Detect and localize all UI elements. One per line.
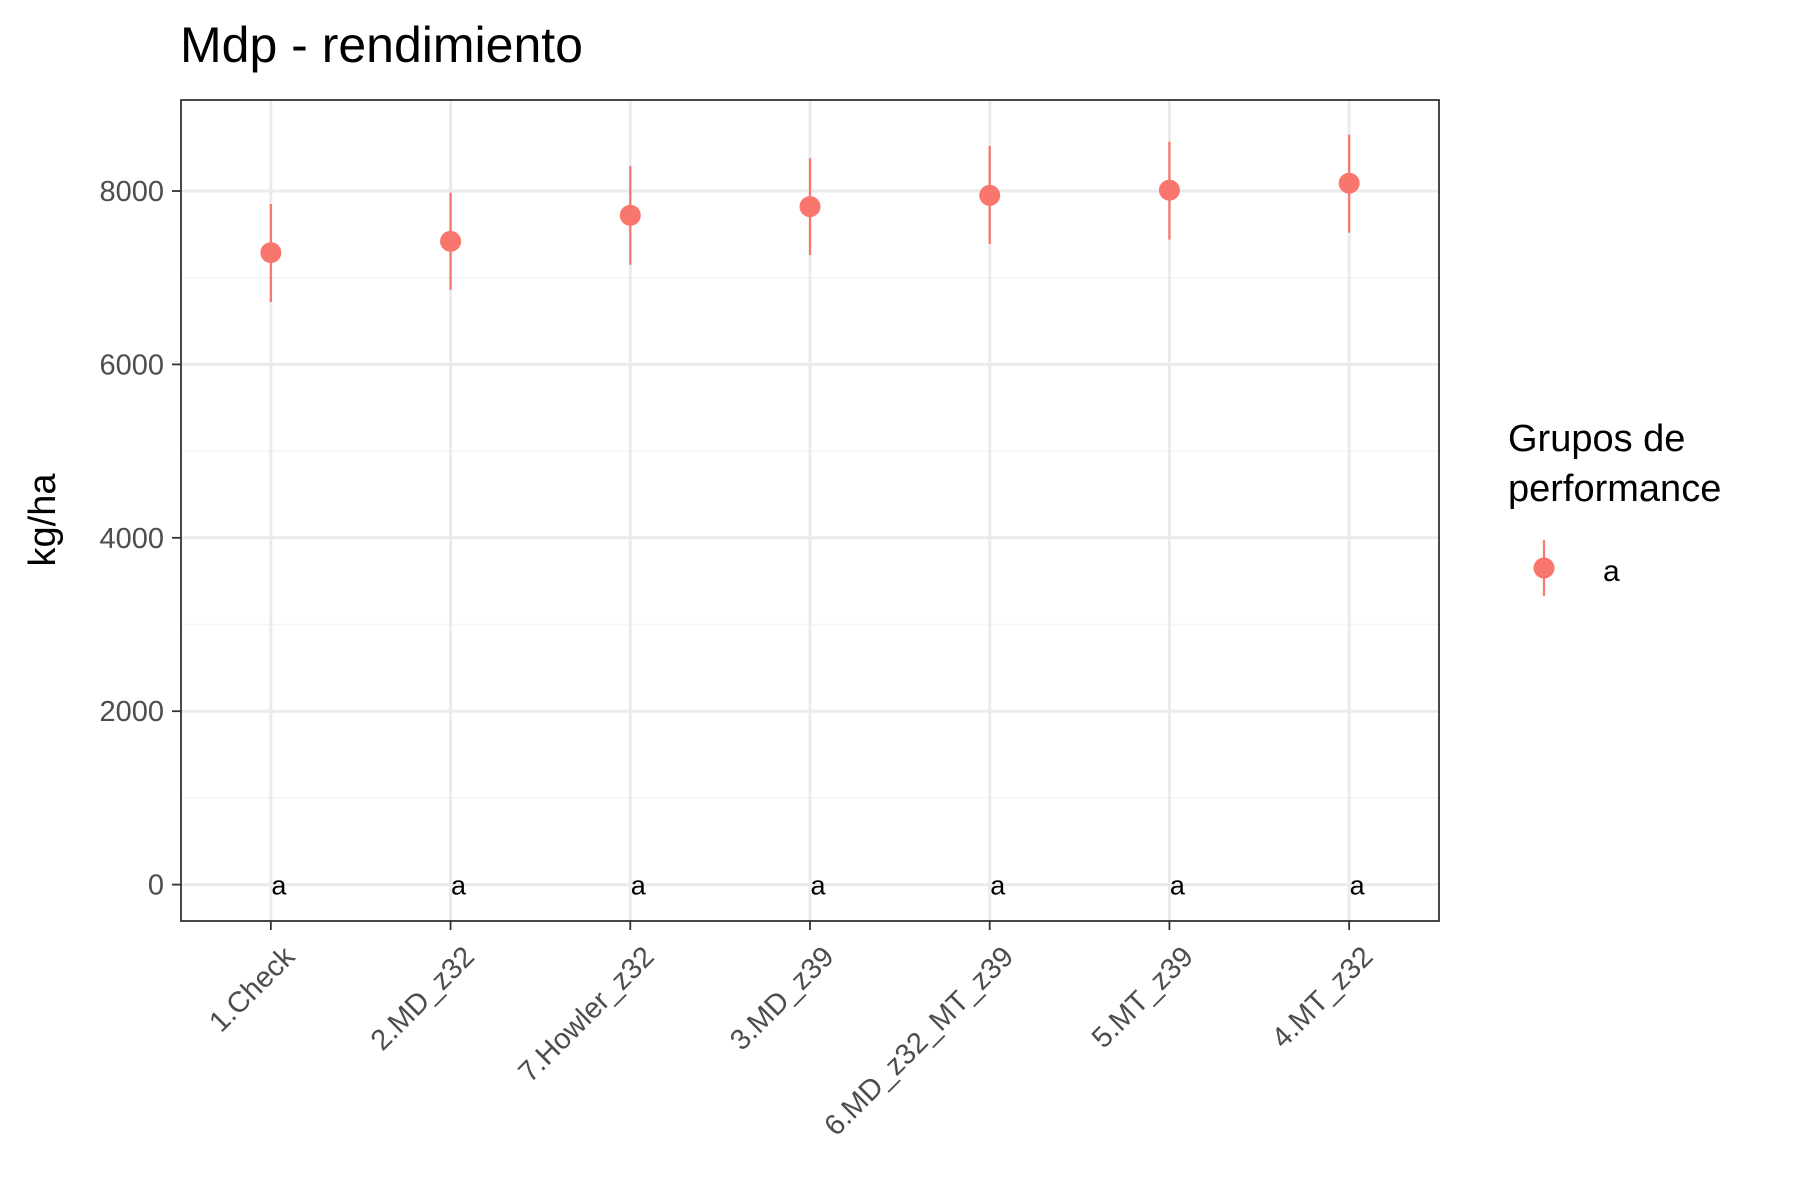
- group-label: a: [451, 871, 467, 901]
- x-tick-label: 1.Check: [203, 940, 301, 1038]
- x-tick-label: 5.MT_z39: [1086, 941, 1200, 1055]
- data-point: [440, 230, 462, 252]
- group-label: a: [1350, 871, 1366, 901]
- x-tick-label: 6.MD_z32_MT_z39: [818, 941, 1020, 1143]
- group-label: a: [1170, 871, 1186, 901]
- x-tick-label: 7.Howler_z32: [513, 941, 661, 1089]
- y-tick-label: 6000: [99, 349, 164, 381]
- y-tick-label: 4000: [99, 523, 164, 555]
- legend: Grupos de performance a: [1508, 418, 1721, 596]
- y-tick-label: 8000: [99, 176, 164, 208]
- chart-title: Mdp - rendimiento: [180, 17, 583, 73]
- data-point: [799, 196, 821, 218]
- data-point: [1338, 172, 1360, 194]
- group-label: a: [631, 871, 647, 901]
- x-tick-label: 3.MD_z39: [724, 941, 840, 1057]
- legend-key-point: [1533, 557, 1555, 579]
- x-tick-label: 2.MD_z32: [365, 941, 481, 1057]
- data-point: [619, 204, 641, 226]
- data-point: [1158, 179, 1180, 201]
- y-tick-label: 2000: [99, 696, 164, 728]
- x-tick-label: 4.MT_z32: [1266, 941, 1380, 1055]
- group-label: a: [990, 871, 1006, 901]
- group-label: a: [810, 871, 826, 901]
- legend-title-line1: Grupos de: [1508, 418, 1685, 460]
- y-axis-title: kg/ha: [22, 473, 64, 567]
- data-point: [260, 242, 282, 264]
- y-tick-label: 0: [148, 870, 164, 902]
- group-label: a: [271, 871, 287, 901]
- data-point: [979, 184, 1001, 206]
- legend-label: a: [1603, 555, 1620, 588]
- legend-title-line2: performance: [1508, 468, 1721, 510]
